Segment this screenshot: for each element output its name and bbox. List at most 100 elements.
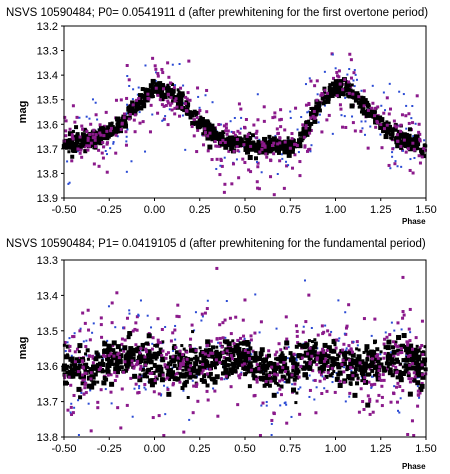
data-point-black (259, 141, 265, 147)
data-point-magenta (238, 336, 242, 340)
data-point-black (204, 362, 210, 368)
data-point-blue (401, 149, 404, 152)
data-point-magenta (412, 434, 416, 437)
data-point-magenta (107, 354, 111, 358)
data-point-black (201, 355, 207, 361)
data-point-black (351, 358, 357, 364)
data-point-magenta (70, 159, 74, 163)
data-point-magenta (421, 373, 425, 377)
data-point-magenta (222, 190, 226, 194)
data-point-black (144, 342, 148, 346)
data-point-magenta (400, 350, 404, 354)
data-point-blue (112, 141, 115, 144)
data-point-black (150, 78, 156, 84)
data-point-magenta (395, 344, 399, 348)
data-point-black (222, 339, 227, 344)
data-point-magenta (231, 162, 235, 166)
data-point-black (210, 354, 215, 359)
data-point-blue (393, 329, 396, 332)
data-point-black (415, 354, 421, 360)
data-point-black (259, 347, 265, 353)
data-point-magenta (296, 341, 300, 345)
data-point-black (309, 106, 313, 110)
data-point-magenta (94, 133, 98, 137)
data-point-magenta (382, 378, 386, 382)
data-point-black (147, 91, 153, 97)
data-point-black (290, 145, 295, 150)
data-point-black (369, 363, 375, 369)
data-point-magenta (80, 124, 84, 128)
data-point-magenta (63, 373, 67, 377)
data-point-black (372, 115, 376, 119)
data-point-black (155, 367, 161, 373)
data-point-magenta (380, 146, 384, 150)
data-point-black (306, 126, 311, 131)
data-point-magenta (135, 328, 139, 332)
data-point-magenta (226, 129, 230, 133)
data-point-magenta (117, 356, 121, 360)
data-point-black (105, 357, 109, 361)
data-point-blue (140, 374, 143, 377)
data-point-black (258, 375, 264, 381)
data-point-magenta (200, 312, 204, 316)
data-point-magenta (174, 97, 178, 101)
data-point-blue (270, 434, 273, 436)
data-point-magenta (230, 182, 234, 186)
data-point-black (86, 383, 92, 389)
data-point-black (365, 363, 371, 369)
data-point-magenta (308, 362, 312, 366)
data-point-black (422, 154, 427, 159)
data-point-black (365, 356, 369, 360)
data-point-magenta (144, 347, 148, 351)
data-point-magenta (195, 150, 199, 154)
data-point-black (265, 373, 270, 378)
data-point-magenta (66, 408, 70, 412)
data-point-blue (370, 385, 373, 388)
data-point-blue (160, 394, 163, 397)
data-point-blue (414, 122, 417, 125)
data-point-magenta (278, 136, 282, 140)
data-point-magenta (293, 153, 297, 157)
data-point-black (334, 89, 340, 95)
data-point-magenta (335, 70, 339, 74)
data-point-blue (391, 155, 394, 158)
data-point-magenta (307, 102, 311, 106)
data-point-blue (198, 106, 201, 109)
data-point-black (224, 137, 230, 143)
c2-xtick-label: 0.75 (280, 443, 301, 455)
data-point-blue (258, 138, 261, 141)
data-point-blue (223, 156, 226, 159)
data-point-magenta (408, 353, 412, 357)
data-point-black (364, 101, 369, 106)
data-point-magenta (84, 391, 88, 395)
data-point-magenta (157, 392, 161, 396)
data-point-black (349, 88, 353, 92)
data-point-black (150, 366, 154, 370)
data-point-magenta (278, 141, 282, 145)
data-point-black (108, 359, 114, 365)
data-point-magenta (337, 69, 341, 73)
data-point-black (124, 363, 130, 369)
data-point-magenta (143, 383, 147, 387)
data-point-black (188, 373, 193, 378)
data-point-black (189, 361, 193, 365)
data-point-magenta (173, 112, 177, 116)
data-point-magenta (206, 398, 210, 402)
data-point-magenta (176, 303, 180, 307)
data-point-black (302, 345, 307, 350)
data-point-blue (110, 402, 113, 405)
data-point-black (405, 350, 410, 355)
data-point-black (145, 369, 150, 374)
data-point-magenta (416, 404, 420, 408)
data-point-magenta (276, 131, 280, 135)
data-point-black (276, 364, 281, 369)
data-point-blue (270, 422, 273, 425)
data-point-magenta (368, 399, 372, 403)
data-point-black (234, 343, 240, 349)
data-point-black (272, 138, 276, 142)
data-point-magenta (167, 75, 171, 79)
data-point-black (101, 126, 106, 131)
data-point-magenta (154, 67, 158, 71)
data-point-magenta (178, 366, 182, 370)
data-point-magenta (99, 323, 103, 327)
